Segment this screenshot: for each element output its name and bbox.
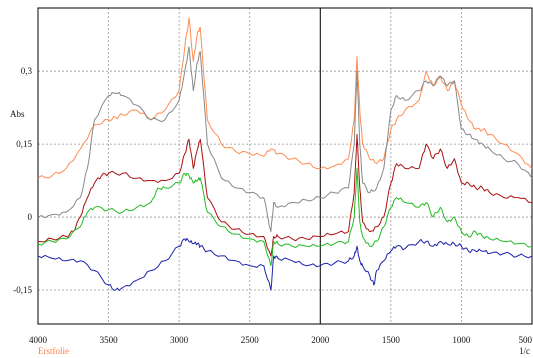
y-tick-label: 0,15 [16,139,32,149]
spectrum-line-3 [37,133,533,257]
plot-frame [37,7,533,325]
spectrum-line-4 [37,167,533,267]
x-tick-labels: 4000 3500 3000 2500 2000 1500 1000 500 [29,335,533,345]
y-axis-label: Abs [10,109,25,119]
y-tick-label: 0 [28,212,33,222]
x-tick-label: 3500 [100,335,119,345]
y-tick-labels: 0,3 0,15 0 -0,15 [13,66,32,295]
spectrum-line-2 [37,46,533,233]
x-tick-label: 2000 [311,335,330,345]
x-axis-label: 1/c [519,346,530,356]
series-group [37,17,533,291]
legend-note: Erstfolie [38,346,69,356]
x-tick-label: 4000 [29,335,48,345]
x-tick-label: 2500 [241,335,260,345]
x-tick-label: 500 [519,335,533,345]
spectrum-line-5 [37,238,533,291]
spectrum-line-1 [37,17,533,179]
y-tick-label: 0,3 [21,66,33,76]
x-tick-label: 3000 [170,335,189,345]
x-tick-label: 1500 [382,335,401,345]
grid [38,8,532,324]
x-tick-label: 1000 [452,335,471,345]
y-tick-label: -0,15 [13,285,32,295]
